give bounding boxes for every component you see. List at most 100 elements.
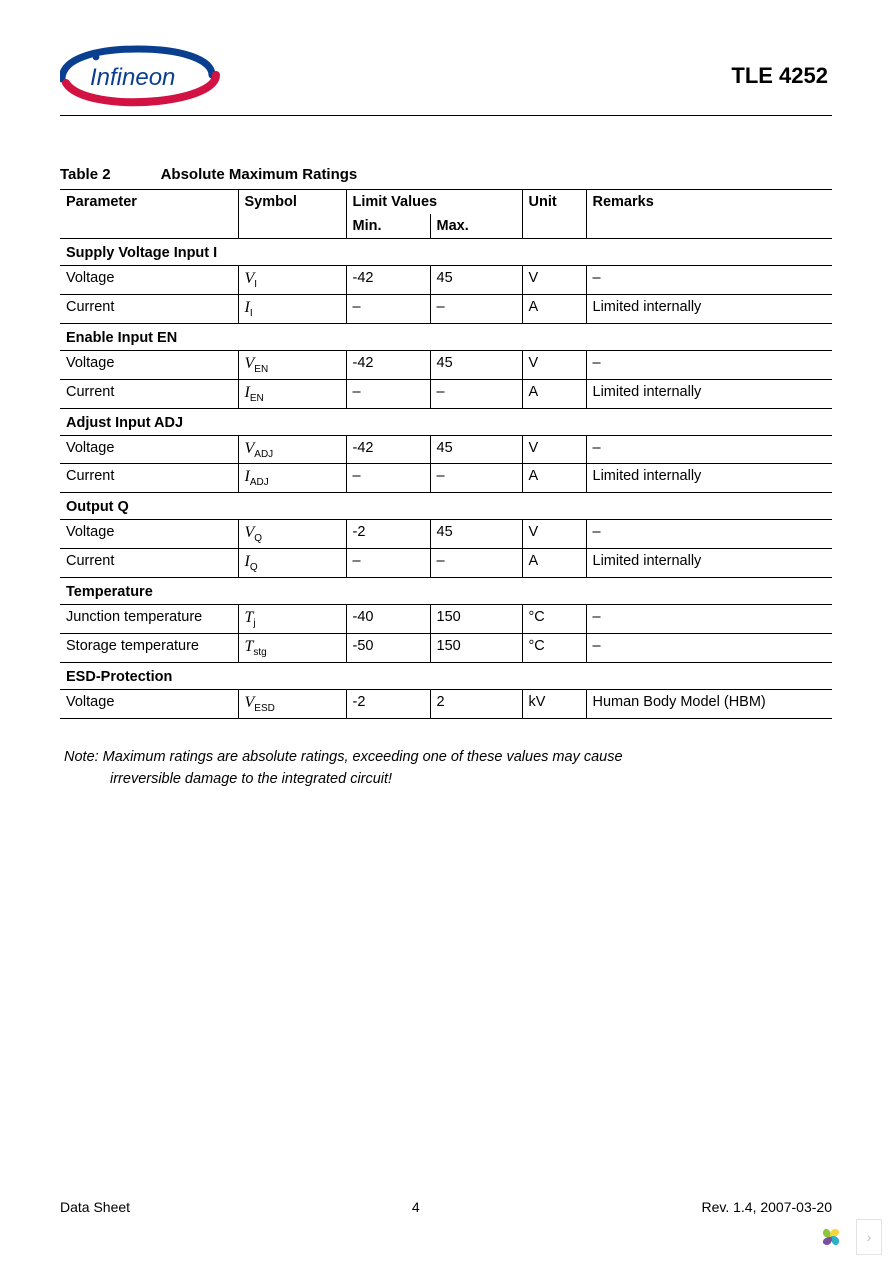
cell-unit: A xyxy=(522,294,586,323)
cell-remarks: – xyxy=(586,350,832,379)
infineon-logo-icon: Infineon xyxy=(60,45,230,107)
cell-max: – xyxy=(430,464,522,493)
cell-min: -50 xyxy=(346,634,430,663)
note-line1: Note: Maximum ratings are absolute ratin… xyxy=(64,749,623,765)
footer-left: Data Sheet xyxy=(60,1199,130,1215)
cell-parameter: Junction temperature xyxy=(60,605,238,634)
col-remarks: Remarks xyxy=(586,190,832,239)
note-text: Note: Maximum ratings are absolute ratin… xyxy=(60,747,832,791)
cell-unit: kV xyxy=(522,689,586,718)
table-row: CurrentIQ––ALimited internally xyxy=(60,549,832,578)
brand-logo: Infineon xyxy=(60,45,230,107)
cell-symbol: II xyxy=(238,294,346,323)
cell-parameter: Voltage xyxy=(60,689,238,718)
cell-symbol: IQ xyxy=(238,549,346,578)
cell-symbol: IADJ xyxy=(238,464,346,493)
table-row: VoltageVEN-4245V– xyxy=(60,350,832,379)
cell-unit: V xyxy=(522,520,586,549)
col-unit: Unit xyxy=(522,190,586,239)
pager-next-button[interactable]: › xyxy=(856,1219,882,1255)
page-footer: Data Sheet 4 Rev. 1.4, 2007-03-20 xyxy=(60,1199,832,1215)
cell-min: -2 xyxy=(346,520,430,549)
cell-max: 45 xyxy=(430,350,522,379)
col-min: Min. xyxy=(346,214,430,239)
section-heading: Supply Voltage Input I xyxy=(60,239,832,266)
cell-remarks: – xyxy=(586,266,832,295)
cell-unit: °C xyxy=(522,605,586,634)
cell-parameter: Current xyxy=(60,549,238,578)
cell-remarks: – xyxy=(586,634,832,663)
cell-parameter: Voltage xyxy=(60,350,238,379)
section-heading: Output Q xyxy=(60,493,832,520)
cell-unit: V xyxy=(522,350,586,379)
cell-max: 2 xyxy=(430,689,522,718)
table-row: VoltageVI-4245V– xyxy=(60,266,832,295)
cell-max: 150 xyxy=(430,605,522,634)
pager: › xyxy=(814,1219,882,1255)
section-row: Adjust Input ADJ xyxy=(60,408,832,435)
cell-remarks: Limited internally xyxy=(586,294,832,323)
cell-parameter: Voltage xyxy=(60,520,238,549)
cell-unit: °C xyxy=(522,634,586,663)
cell-symbol: VEN xyxy=(238,350,346,379)
table-title: Absolute Maximum Ratings xyxy=(161,166,358,183)
cell-remarks: – xyxy=(586,605,832,634)
cell-parameter: Voltage xyxy=(60,435,238,464)
brand-text: Infineon xyxy=(90,64,175,91)
cell-min: – xyxy=(346,549,430,578)
table-number: Table 2 xyxy=(60,166,111,183)
cell-max: – xyxy=(430,294,522,323)
col-symbol: Symbol xyxy=(238,190,346,239)
cell-max: 45 xyxy=(430,435,522,464)
note-line2: irreversible damage to the integrated ci… xyxy=(64,769,832,791)
cell-remarks: – xyxy=(586,520,832,549)
section-row: Temperature xyxy=(60,578,832,605)
cell-unit: V xyxy=(522,435,586,464)
table-row: VoltageVESD-22kVHuman Body Model (HBM) xyxy=(60,689,832,718)
footer-right: Rev. 1.4, 2007-03-20 xyxy=(701,1199,832,1215)
cell-unit: V xyxy=(522,266,586,295)
table-row: VoltageVADJ-4245V– xyxy=(60,435,832,464)
cell-min: -2 xyxy=(346,689,430,718)
cell-remarks: Limited internally xyxy=(586,464,832,493)
section-heading: Temperature xyxy=(60,578,832,605)
cell-min: – xyxy=(346,464,430,493)
ratings-table: Parameter Symbol Limit Values Unit Remar… xyxy=(60,189,832,719)
cell-symbol: VADJ xyxy=(238,435,346,464)
cell-max: 45 xyxy=(430,266,522,295)
header-divider xyxy=(60,115,832,116)
col-max: Max. xyxy=(430,214,522,239)
section-heading: Enable Input EN xyxy=(60,323,832,350)
cell-max: – xyxy=(430,379,522,408)
pager-flower-icon xyxy=(814,1220,848,1254)
cell-symbol: VI xyxy=(238,266,346,295)
table-row: Junction temperatureTj-40150°C– xyxy=(60,605,832,634)
section-row: Supply Voltage Input I xyxy=(60,239,832,266)
table-row: CurrentIADJ––ALimited internally xyxy=(60,464,832,493)
table-row: Storage temperatureTstg-50150°C– xyxy=(60,634,832,663)
col-limit-values: Limit Values xyxy=(346,190,522,215)
cell-min: -42 xyxy=(346,350,430,379)
cell-min: -42 xyxy=(346,266,430,295)
cell-max: 45 xyxy=(430,520,522,549)
section-heading: Adjust Input ADJ xyxy=(60,408,832,435)
page-header: Infineon TLE 4252 xyxy=(60,45,832,107)
table-row: VoltageVQ-245V– xyxy=(60,520,832,549)
table-row: CurrentII––ALimited internally xyxy=(60,294,832,323)
table-row: CurrentIEN––ALimited internally xyxy=(60,379,832,408)
cell-symbol: Tj xyxy=(238,605,346,634)
cell-symbol: VQ xyxy=(238,520,346,549)
cell-min: – xyxy=(346,294,430,323)
cell-parameter: Voltage xyxy=(60,266,238,295)
cell-max: – xyxy=(430,549,522,578)
cell-remarks: – xyxy=(586,435,832,464)
cell-remarks: Limited internally xyxy=(586,549,832,578)
cell-min: – xyxy=(346,379,430,408)
cell-min: -42 xyxy=(346,435,430,464)
table-caption: Table 2 Absolute Maximum Ratings xyxy=(60,166,832,183)
section-row: Output Q xyxy=(60,493,832,520)
cell-min: -40 xyxy=(346,605,430,634)
cell-unit: A xyxy=(522,464,586,493)
cell-unit: A xyxy=(522,379,586,408)
page: Infineon TLE 4252 Table 2 Absolute Maximu… xyxy=(0,0,892,1263)
